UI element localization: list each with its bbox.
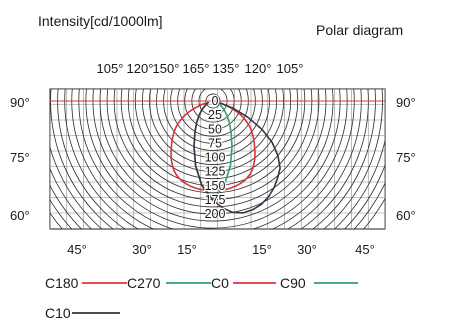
top-angle-label: 120° (245, 61, 272, 76)
legend-label: C180 (45, 275, 79, 291)
legend-label: C270 (127, 275, 161, 291)
radial-tick-label: 75 (208, 136, 222, 150)
legend-label: C0 (211, 275, 229, 291)
series-line-0 (170, 102, 256, 191)
radial-tick-label: 175 (205, 193, 226, 207)
unit-label: Intensity[cd/1000lm] (38, 13, 163, 29)
top-angle-label: 105° (277, 61, 304, 76)
right-angle-label: 60° (396, 208, 416, 223)
legend-label: C90 (280, 275, 306, 291)
top-angle-label: 150° (153, 61, 180, 76)
bottom-angle-label: 30° (297, 242, 317, 257)
left-angle-label: 60° (10, 208, 30, 223)
radial-tick-label: 125 (205, 165, 226, 179)
bottom-angle-label: 45° (355, 242, 375, 257)
right-angle-label: 75° (396, 150, 416, 165)
left-angle-label: 75° (10, 150, 30, 165)
radial-tick-label: 200 (205, 207, 226, 221)
chart-title: Polar diagram (316, 22, 404, 38)
top-angle-label: 165° (183, 61, 210, 76)
series-layer (170, 101, 281, 214)
left-angle-label: 90° (10, 95, 30, 110)
bottom-angle-label: 15° (177, 242, 197, 257)
radial-tick-label: 50 (208, 122, 222, 136)
top-angle-label: 105° (97, 61, 124, 76)
right-angle-label: 90° (396, 95, 416, 110)
bottom-angle-label: 30° (132, 242, 152, 257)
legend-label: C10 (45, 305, 71, 321)
radial-tick-label: 25 (208, 108, 222, 122)
radial-tick-label: 150 (205, 179, 226, 193)
top-angle-label: 120° (127, 61, 154, 76)
radial-tick-label: 100 (205, 151, 226, 165)
series-line-2 (193, 101, 281, 214)
top-angle-label: 135° (213, 61, 240, 76)
bottom-angle-label: 45° (67, 242, 87, 257)
radial-tick-label: 0 (212, 94, 219, 108)
grid-layer (50, 89, 385, 229)
bottom-angle-label: 15° (252, 242, 272, 257)
